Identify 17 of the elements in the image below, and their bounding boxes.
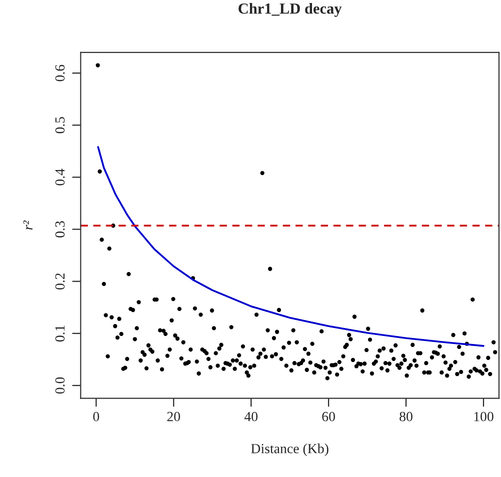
y-tick-label: 0.1	[55, 326, 65, 342]
y-tick-label: 0.4	[55, 168, 65, 186]
line-series	[97, 146, 484, 347]
x-tick-label: 40	[244, 412, 258, 422]
x-tick-label: 60	[322, 412, 335, 422]
y-tick-label: 0.2	[55, 273, 65, 290]
y-tick-label: 0.3	[55, 221, 65, 238]
x-tick-label: 80	[400, 412, 412, 422]
x-tick-label: 0	[93, 412, 100, 422]
x-tick-label: 20	[167, 412, 180, 422]
y-axis-title: r²	[23, 220, 32, 230]
chart-title: Chr1_LD decay	[238, 2, 342, 17]
y-tick-label: 0.6	[55, 64, 65, 82]
x-tick-label: 100	[474, 412, 494, 422]
y-tick-label: 0.5	[55, 117, 65, 134]
y-tick-label: 0.0	[55, 377, 65, 394]
x-axis-title: Distance (Kb)	[251, 444, 328, 456]
